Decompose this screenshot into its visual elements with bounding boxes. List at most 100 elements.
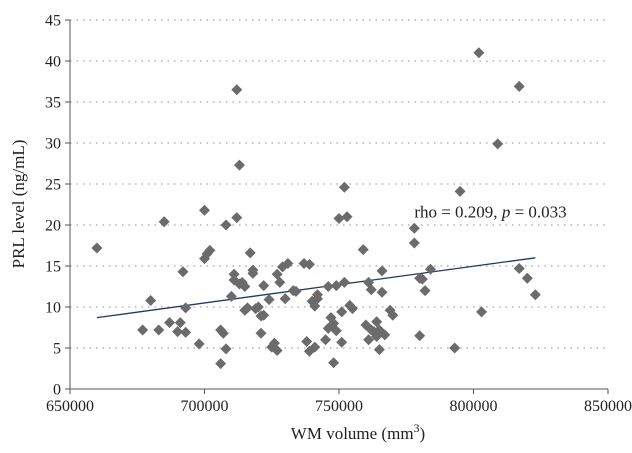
data-point (476, 306, 488, 318)
data-point (513, 262, 525, 274)
data-point (258, 309, 270, 321)
data-point (247, 267, 259, 279)
data-point (513, 80, 525, 92)
y-tick-label: 15 (45, 259, 61, 276)
data-point (231, 212, 243, 224)
data-point (333, 212, 345, 224)
data-point (242, 302, 254, 314)
data-point (414, 330, 426, 342)
y-tick-label: 0 (53, 382, 61, 399)
x-tick-label: 650000 (46, 398, 94, 415)
annotation-p-symbol: p (501, 203, 511, 222)
data-point (416, 273, 428, 285)
data-point (244, 247, 256, 259)
y-tick-label: 25 (45, 177, 61, 194)
data-point (252, 301, 264, 313)
data-point (365, 284, 377, 296)
data-point (263, 294, 275, 306)
data-point (220, 219, 232, 231)
data-point (204, 244, 216, 256)
data-point (274, 276, 286, 288)
data-point (328, 357, 340, 369)
annotation-prefix: rho = 0.209, (414, 203, 502, 222)
data-point (529, 289, 541, 301)
x-axis-title-end: ) (420, 424, 426, 443)
y-tick-label: 35 (45, 95, 61, 112)
data-point (408, 222, 420, 234)
data-point (371, 316, 383, 328)
data-point (231, 84, 243, 96)
data-point (311, 293, 323, 305)
trendline-layer (96, 257, 536, 319)
data-point (379, 329, 391, 341)
data-point (233, 159, 245, 171)
data-point (180, 302, 192, 314)
correlation-annotation: rho = 0.209, p = 0.033 (414, 203, 566, 222)
data-point (193, 338, 205, 350)
x-axis-title: WM volume (mm3) (291, 421, 425, 443)
data-point (330, 325, 342, 337)
trendline (96, 257, 536, 319)
data-point (473, 47, 485, 59)
data-point (424, 263, 436, 275)
data-point (279, 293, 291, 305)
data-point (164, 317, 176, 329)
data-point (177, 266, 189, 278)
data-point (153, 324, 165, 336)
data-point (419, 285, 431, 297)
data-point (301, 335, 313, 347)
data-point (336, 306, 348, 318)
data-point (137, 324, 149, 336)
data-point (387, 309, 399, 321)
data-point (376, 286, 388, 298)
data-point (454, 185, 466, 197)
data-point (338, 181, 350, 193)
data-point (322, 281, 334, 292)
x-axis-title-superscript: 3 (414, 421, 420, 435)
data-point (217, 327, 229, 339)
x-tick-label: 700000 (181, 398, 229, 415)
data-point (271, 268, 283, 280)
data-point (521, 272, 533, 284)
data-point (215, 358, 227, 370)
y-tick-label: 30 (45, 136, 61, 153)
y-tick-label: 40 (45, 54, 61, 71)
data-point (290, 285, 302, 297)
data-point (199, 204, 210, 216)
data-point (373, 344, 385, 356)
y-tick-label: 10 (45, 300, 61, 317)
data-point (330, 280, 342, 292)
data-point (145, 294, 157, 306)
label-layer: WM volume (mm3) PRL level (ng/mL) rho = … (9, 140, 567, 443)
data-point (282, 258, 294, 270)
data-point (449, 342, 461, 354)
annotation-suffix: = 0.033 (510, 203, 566, 222)
x-tick-label: 800000 (450, 398, 498, 415)
data-point (376, 265, 388, 277)
data-point (346, 303, 358, 315)
data-point (220, 343, 232, 355)
data-point (174, 317, 186, 329)
data-point (341, 211, 353, 223)
data-point (180, 326, 192, 338)
y-axis-title: PRL level (ng/mL) (9, 140, 28, 269)
data-point (255, 327, 267, 339)
x-tick-label: 750000 (315, 398, 363, 415)
data-point (363, 334, 375, 346)
x-axis-title-text: WM volume (mm (291, 424, 414, 443)
data-point (357, 244, 369, 256)
data-point (320, 334, 332, 346)
y-tick-label: 20 (45, 218, 61, 235)
data-points-layer (91, 47, 541, 370)
data-point (172, 326, 184, 338)
data-point (338, 276, 350, 288)
data-point (408, 237, 420, 249)
data-point (303, 258, 315, 270)
y-tick-label: 5 (53, 341, 61, 358)
data-point (91, 242, 103, 254)
data-point (271, 344, 283, 356)
data-point (309, 341, 321, 353)
data-point (336, 336, 348, 348)
